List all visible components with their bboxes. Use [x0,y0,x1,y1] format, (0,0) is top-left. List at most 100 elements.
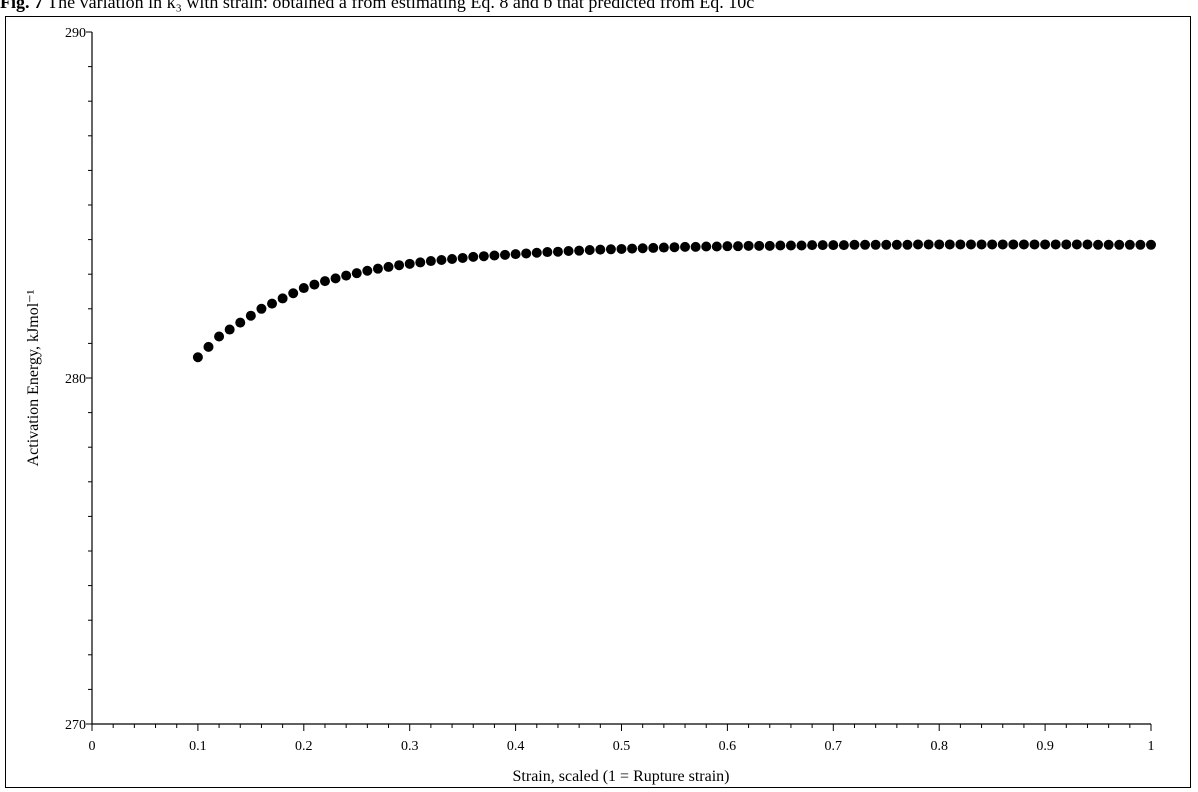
data-point [256,303,267,314]
x-tick-label: 0.4 [507,739,525,754]
data-point [574,245,585,256]
data-point [658,242,669,253]
data-point [1135,239,1146,250]
x-axis-label: Strain, scaled (1 = Rupture strain) [513,768,730,785]
data-point [923,239,934,250]
data-point [351,268,362,279]
x-tick-label: 0.1 [189,739,207,754]
data-point [1050,239,1061,250]
data-point [447,253,458,264]
y-axis-label: Activation Energy, kJmol⁻¹ [25,289,42,466]
figure-caption: Fig. 7 The variation in k₃ with strain: … [0,0,1198,12]
data-point [584,244,595,255]
data-point [319,276,330,287]
y-tick-label: 270 [65,718,86,733]
data-point [1008,239,1019,250]
data-point [425,256,436,267]
data-point [531,247,542,258]
data-point [436,255,447,266]
data-point [616,243,627,254]
x-tick-label: 0.2 [295,739,313,754]
data-point [775,240,786,251]
data-point [965,239,976,250]
data-point [838,240,849,251]
x-tick-label: 0.9 [1036,739,1054,754]
data-point [1124,239,1135,250]
x-tick-label: 0.6 [719,739,737,754]
data-point [902,239,913,250]
data-point [203,341,214,352]
x-tick-label: 0.5 [613,739,631,754]
data-point [235,317,246,328]
data-point [298,283,309,294]
data-point [1146,239,1156,250]
data-point [394,260,405,271]
data-point [1103,239,1114,250]
data-point [362,265,373,276]
data-point [955,239,966,250]
figure-number: Fig. 7 [0,0,43,12]
x-ticks: 0 0.1 0.2 0.3 0.4 0.5 0.6 0.7 0.8 0.9 1 [89,724,1155,754]
data-point [1093,239,1104,250]
data-point [881,239,892,250]
data-point [1082,239,1093,250]
data-point [849,239,860,250]
data-point [489,250,500,261]
data-point [870,239,881,250]
data-point [1071,239,1082,250]
y-ticks: 270 280 290 [65,26,92,733]
data-point [944,239,955,250]
x-tick-label: 0 [89,739,96,754]
data-point [785,240,796,251]
x-tick-label: 0.3 [401,739,419,754]
data-point [288,288,299,299]
data-point [1018,239,1029,250]
x-tick-label: 1 [1148,739,1155,754]
data-point [913,239,924,250]
data-point [796,240,807,251]
data-point [764,240,775,251]
data-point [500,249,511,260]
data-point [722,241,733,252]
data-point [542,247,553,258]
data-point [637,243,648,254]
data-point [860,239,871,250]
data-point [648,242,659,253]
data-points [192,239,1156,363]
data-point [934,239,945,250]
y-tick-label: 290 [65,26,86,41]
data-point [817,240,828,251]
data-point [807,240,818,251]
data-point [267,298,278,309]
figure-caption-text: The variation in k₃ with strain: obtaine… [43,0,755,12]
chart-frame [5,16,1191,788]
data-point [1114,239,1125,250]
data-point [711,241,722,252]
data-point [383,261,394,272]
data-point [976,239,987,250]
data-point [754,240,765,251]
data-point [987,239,998,250]
data-point [701,241,712,252]
x-tick-label: 0.7 [825,739,843,754]
data-point [521,248,532,259]
data-point [891,239,902,250]
data-point [192,352,203,363]
data-point [1029,239,1040,250]
data-point [669,242,680,253]
data-point [828,240,839,251]
data-point [552,246,563,257]
data-point [224,324,235,335]
data-point [372,263,383,274]
data-point [457,252,468,263]
data-point [595,244,606,255]
data-point [743,240,754,251]
data-point [605,244,616,255]
data-point [563,246,574,257]
axes [91,32,1151,725]
data-point [330,273,341,284]
data-point [404,258,415,269]
data-point [478,251,489,262]
data-point [415,257,426,268]
